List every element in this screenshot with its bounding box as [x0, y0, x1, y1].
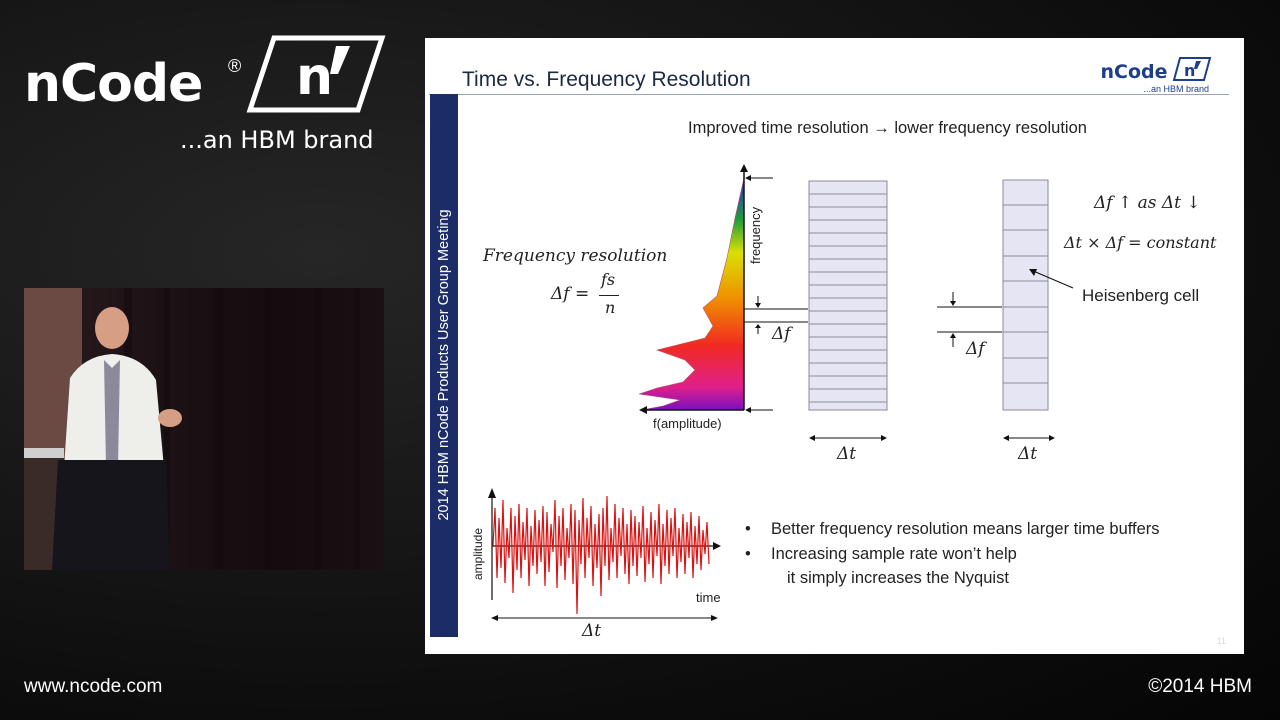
coarse-grid [1002, 179, 1049, 411]
heisenberg-cell-label: Heisenberg cell [1082, 286, 1200, 305]
amplitude-spectrum [638, 177, 745, 411]
brand-name: nCode [24, 54, 203, 114]
delta-t-signal: Δt [582, 621, 602, 641]
delta-t-coarse: Δt [1018, 444, 1038, 464]
page-number: 11 [1216, 636, 1226, 646]
brand-logo: nCode ® n ...an HBM brand [24, 34, 386, 164]
delta-t-fine: Δt [837, 444, 857, 464]
svg-text:n: n [296, 47, 333, 107]
slide-subtitle: Improved time resolution → lower frequen… [688, 119, 1087, 137]
slide: Time vs. Frequency Resolution nCode n ..… [425, 38, 1244, 654]
brand-tagline: ...an HBM brand [180, 126, 374, 154]
freq-res-numerator: fs [601, 270, 616, 289]
slide-logo-name: nCode [1100, 61, 1168, 83]
slide-logo-n-mark-icon: n [1172, 57, 1212, 81]
slide-title: Time vs. Frequency Resolution [462, 68, 751, 91]
slide-logo: nCode n ...an HBM brand [1100, 56, 1212, 94]
fraction-bar [599, 295, 619, 296]
delta-f-right: Δf [966, 339, 985, 359]
freq-res-denominator: n [605, 298, 616, 317]
side-banner: 2014 HBM nCode Products User Group Meeti… [430, 94, 458, 637]
ncode-n-mark-icon: n [246, 35, 386, 113]
signal-plot [488, 488, 721, 621]
title-divider [429, 94, 1229, 95]
freq-res-lhs: Δf = [551, 284, 590, 304]
signal-trace [492, 495, 710, 615]
fine-grid [808, 180, 888, 411]
bullet-item: Better frequency resolution means larger… [745, 517, 1160, 542]
equation-constant: Δt × Δf = constant [1064, 233, 1217, 252]
footer-url: www.ncode.com [24, 676, 163, 697]
equation-inverse: Δf ↑ as Δt ↓ [1094, 193, 1201, 213]
frequency-axis-label: frequency [748, 206, 763, 264]
amplitude-function-label: f(amplitude) [653, 416, 722, 431]
freq-res-label: Frequency resolution [483, 246, 668, 266]
speaker-figure [24, 288, 360, 570]
signal-x-label: time [696, 590, 721, 605]
bullet-list: Better frequency resolution means larger… [745, 517, 1160, 591]
speaker-video [24, 288, 384, 570]
footer-copyright: ©2014 HBM [1148, 676, 1252, 697]
signal-y-label: amplitude [471, 527, 485, 580]
bullet-item: Increasing sample rate won’t help [745, 542, 1160, 567]
resolution-diagram [488, 164, 1074, 621]
brand-reg-mark: ® [228, 56, 242, 76]
slide-logo-tagline: ...an HBM brand [1143, 84, 1209, 94]
bullet-subline: it simply increases the Nyquist [787, 569, 1009, 587]
delta-f-left: Δf [772, 324, 791, 344]
svg-text:n: n [1184, 61, 1195, 80]
